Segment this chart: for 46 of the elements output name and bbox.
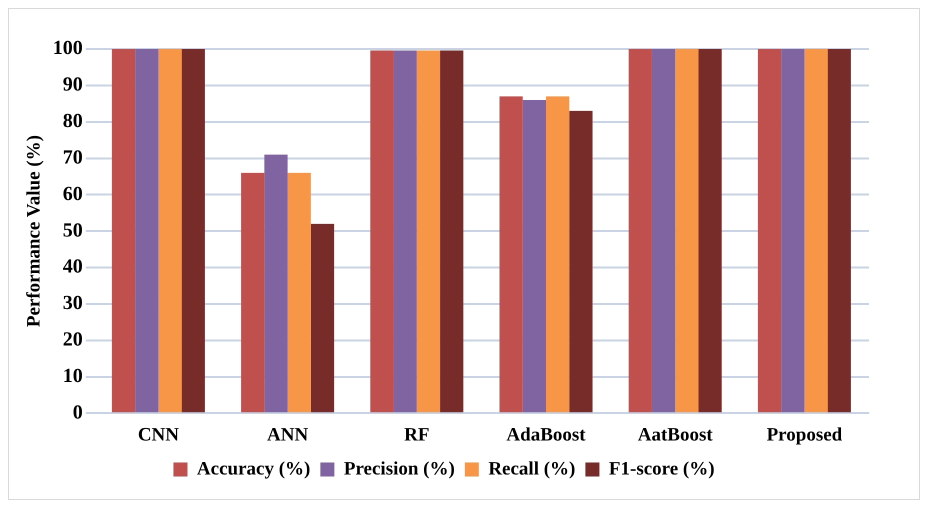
bar [698,49,722,412]
bar [628,49,652,412]
bar [135,49,158,412]
y-tick-label: 70 [62,146,83,168]
bar [781,49,804,412]
bar [394,50,417,412]
bar [158,49,182,412]
bar [569,110,593,412]
bar [546,96,570,412]
y-tick-label: 10 [62,364,83,387]
x-tick-label: CNN [138,424,180,446]
bar [310,224,334,412]
y-tick-label: 60 [62,182,83,205]
x-tick-label: AatBoost [638,424,714,446]
y-tick-label: 0 [72,401,83,424]
y-tick-label: 50 [62,219,83,242]
y-tick-label: 90 [62,74,83,96]
x-tick-label: Proposed [766,424,843,446]
bar [112,49,136,412]
bar [288,172,311,412]
bar [675,49,698,412]
bar [804,49,828,412]
bar [440,50,464,412]
bar [828,49,851,412]
bar [522,100,546,412]
bar [182,49,205,412]
y-tick-label: 30 [62,292,83,314]
bar [652,49,676,412]
y-tick-label: 100 [52,37,83,60]
x-tick-label: RF [404,424,430,446]
x-tick-label: ANN [267,424,308,446]
bar [499,96,523,412]
y-tick-label: 20 [62,328,83,351]
bar [241,172,264,412]
bar [758,49,782,412]
x-tick-label: AdaBoost [506,424,586,446]
bar [370,50,394,412]
y-axis-title: Performance Value (%) [23,135,44,328]
legend-label: F1-score (%) [608,458,715,480]
y-tick-label: 80 [62,110,83,132]
bar [416,50,440,412]
legend-label: Accuracy (%) [196,458,310,480]
legend-label: Precision (%) [344,458,455,480]
legend-label: Recall (%) [488,458,576,480]
y-tick-label: 40 [62,256,83,278]
bar [264,154,288,412]
